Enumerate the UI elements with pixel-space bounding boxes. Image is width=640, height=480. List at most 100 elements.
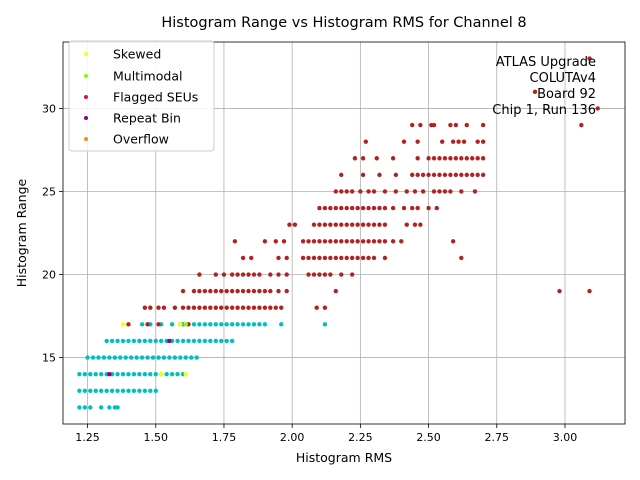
scatter-point xyxy=(595,106,600,111)
scatter-point xyxy=(90,355,96,360)
scatter-point xyxy=(134,355,139,360)
scatter-point xyxy=(246,288,251,294)
scatter-point xyxy=(235,322,240,327)
scatter-point xyxy=(371,255,377,261)
scatter-point xyxy=(475,172,480,178)
scatter-point xyxy=(557,288,562,294)
scatter-point xyxy=(382,205,388,211)
scatter-point xyxy=(82,371,88,377)
scatter-point xyxy=(148,371,153,377)
scatter-point xyxy=(139,355,145,360)
scatter-point xyxy=(442,189,448,194)
scatter-point xyxy=(442,156,448,161)
scatter-point xyxy=(172,305,178,310)
scatter-point xyxy=(322,322,328,327)
scatter-point xyxy=(172,355,178,360)
scatter-point xyxy=(115,371,120,377)
scatter-point xyxy=(532,89,538,95)
scatter-point xyxy=(257,272,262,277)
scatter-point xyxy=(464,156,469,161)
scatter-point xyxy=(415,156,420,161)
scatter-point xyxy=(328,205,333,211)
scatter-point xyxy=(161,305,167,310)
scatter-point xyxy=(363,139,369,144)
scatter-point xyxy=(355,222,360,227)
scatter-point xyxy=(273,239,278,244)
scatter-point xyxy=(191,288,197,294)
scatter-point xyxy=(339,222,344,227)
scatter-point xyxy=(178,322,183,327)
scatter-point xyxy=(284,255,289,261)
scatter-point xyxy=(82,388,88,393)
scatter-point xyxy=(279,322,284,327)
y-tick-label: 30 xyxy=(42,102,56,115)
x-tick-label: 1.50 xyxy=(144,431,169,444)
scatter-point xyxy=(349,205,355,211)
scatter-point xyxy=(279,305,284,310)
scatter-point xyxy=(344,222,349,227)
scatter-point xyxy=(410,122,415,128)
scatter-point xyxy=(431,172,437,178)
scatter-point xyxy=(415,172,420,178)
scatter-point xyxy=(470,156,475,161)
scatter-point xyxy=(450,239,456,244)
scatter-point xyxy=(232,239,238,244)
scatter-point xyxy=(262,288,268,294)
scatter-point xyxy=(96,355,101,360)
scatter-point xyxy=(213,338,218,344)
scatter-point xyxy=(164,371,169,377)
scatter-point xyxy=(213,288,218,294)
scatter-point xyxy=(186,305,191,310)
scatter-point xyxy=(344,239,349,244)
scatter-point xyxy=(251,272,257,277)
scatter-point xyxy=(213,305,218,310)
legend-label: Overflow xyxy=(113,132,169,147)
scatter-point xyxy=(276,288,281,294)
scatter-point xyxy=(349,222,355,227)
scatter-point xyxy=(587,56,592,61)
scatter-point xyxy=(333,288,339,294)
scatter-point xyxy=(349,189,355,194)
scatter-point xyxy=(219,322,224,327)
scatter-point xyxy=(221,272,227,277)
scatter-point xyxy=(322,222,328,227)
scatter-point xyxy=(371,205,377,211)
scatter-point xyxy=(229,338,235,344)
scatter-point xyxy=(292,222,298,227)
y-tick-label: 25 xyxy=(42,185,56,198)
scatter-point xyxy=(175,338,180,344)
scatter-point xyxy=(448,122,453,128)
scatter-point xyxy=(191,338,197,344)
scatter-point xyxy=(401,205,407,211)
scatter-point xyxy=(107,355,112,360)
scatter-point xyxy=(311,239,317,244)
legend-marker xyxy=(84,116,88,120)
scatter-point xyxy=(344,255,349,261)
y-tick-label: 15 xyxy=(42,352,56,365)
scatter-point xyxy=(317,272,322,277)
scatter-point xyxy=(169,322,175,327)
scatter-point xyxy=(472,189,478,194)
scatter-point xyxy=(371,239,377,244)
scatter-point xyxy=(404,189,409,194)
scatter-point xyxy=(219,288,224,294)
x-axis-label: Histogram RMS xyxy=(296,450,392,465)
scatter-point xyxy=(339,239,344,244)
scatter-point xyxy=(412,222,418,227)
scatter-point xyxy=(219,305,224,310)
scatter-point xyxy=(390,239,396,244)
scatter-point xyxy=(197,288,202,294)
x-tick-label: 1.25 xyxy=(75,431,100,444)
scatter-point xyxy=(77,388,82,393)
scatter-point xyxy=(88,405,93,410)
scatter-point xyxy=(191,322,197,327)
scatter-point xyxy=(249,255,254,261)
scatter-point xyxy=(480,122,486,128)
scatter-point xyxy=(374,156,379,161)
scatter-point xyxy=(104,338,109,344)
scatter-point xyxy=(453,156,459,161)
scatter-point xyxy=(390,156,396,161)
scatter-point xyxy=(410,205,415,211)
